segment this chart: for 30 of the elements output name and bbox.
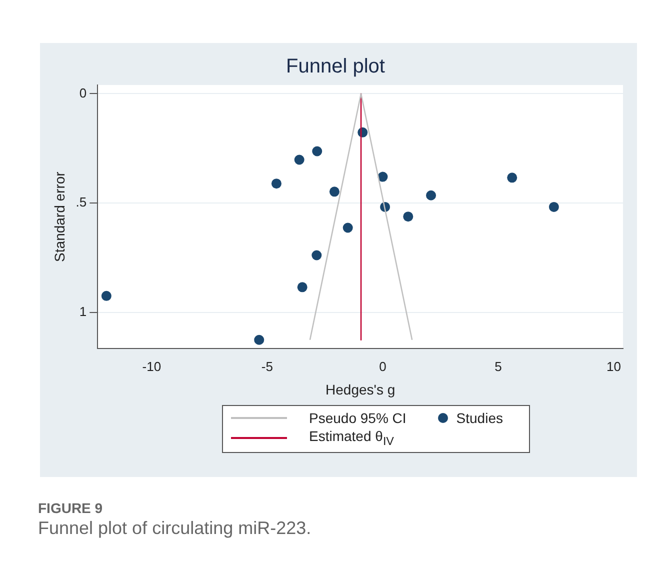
- x-axis-title: Hedges's g: [326, 381, 396, 398]
- x-tick-label: 0: [379, 358, 386, 374]
- point: [312, 250, 322, 260]
- point: [294, 154, 304, 165]
- text: Funnel plot of circulating miR-223.: [38, 518, 312, 539]
- y-tick-label: 1: [79, 304, 87, 319]
- legend-label: Pseudo 95% CI: [309, 410, 406, 426]
- chart-title: Funnel plot: [286, 56, 386, 78]
- legend-label: Studies: [456, 410, 503, 426]
- x-tick-label: -10: [142, 358, 162, 374]
- point: [297, 282, 308, 292]
- point: [101, 290, 112, 301]
- y-axis-title: Standard error: [51, 171, 68, 262]
- x-tick-label: 10: [606, 358, 621, 374]
- y-tick-label: .5: [76, 194, 87, 210]
- point: [548, 202, 559, 212]
- point: [403, 212, 414, 222]
- legend-label: Estimated θ$_{IV}$: [309, 428, 394, 448]
- point: [329, 186, 340, 197]
- point: [312, 146, 322, 156]
- point: [342, 222, 353, 233]
- point: [507, 172, 518, 183]
- point: [378, 172, 388, 182]
- x-tick-label: -5: [261, 358, 273, 374]
- point: [254, 334, 264, 345]
- caption: FIGURE 9: [38, 500, 104, 516]
- x-tick-label: 5: [494, 358, 502, 374]
- y-tick-label: 0: [79, 85, 87, 100]
- point: [426, 190, 436, 200]
- point: [271, 178, 282, 189]
